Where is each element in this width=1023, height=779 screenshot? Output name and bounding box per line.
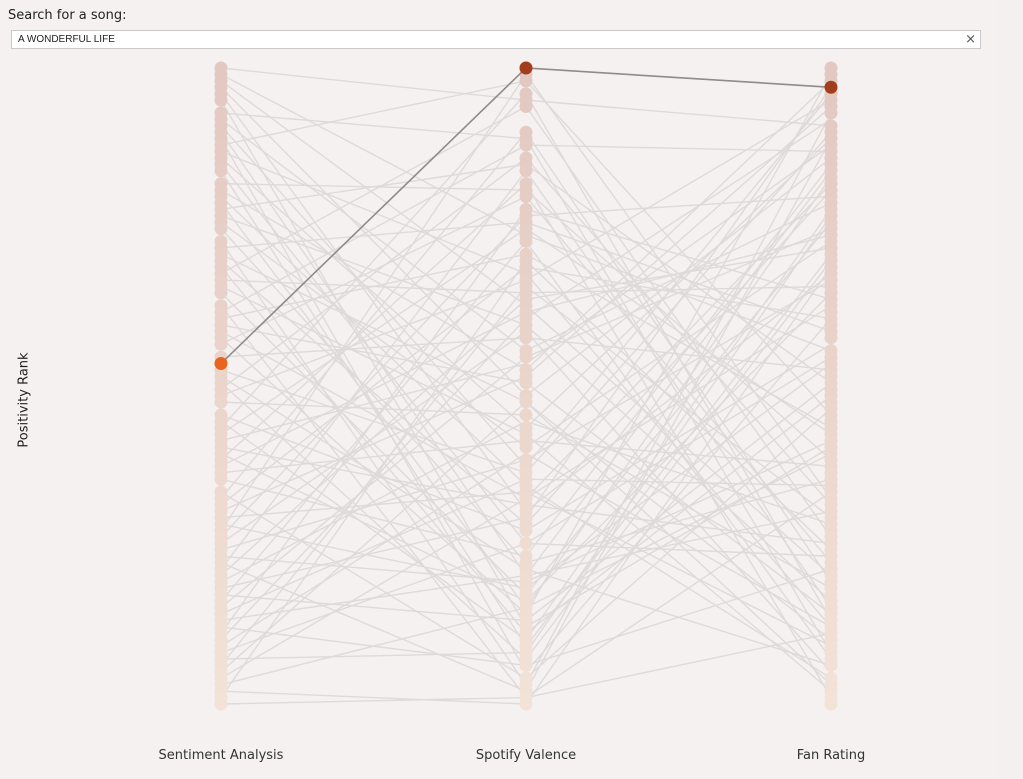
rank-point[interactable]	[824, 106, 838, 120]
rank-point[interactable]	[519, 74, 533, 88]
rank-point[interactable]	[519, 658, 533, 672]
axis-label-spotify: Spotify Valence	[475, 748, 577, 763]
rank-point[interactable]	[519, 524, 533, 538]
rank-point[interactable]	[214, 472, 228, 486]
rank-point[interactable]	[519, 138, 533, 152]
rank-point[interactable]	[214, 337, 228, 351]
rank-point[interactable]	[519, 331, 533, 345]
rank-point[interactable]	[519, 536, 533, 550]
highlighted-song	[214, 61, 838, 371]
rank-point[interactable]	[519, 350, 533, 364]
rank-point[interactable]	[214, 222, 228, 236]
search-box[interactable]: ×	[11, 30, 981, 49]
rank-point[interactable]	[519, 164, 533, 178]
rank-point[interactable]	[519, 189, 533, 203]
rank-point[interactable]	[519, 697, 533, 711]
rank-point[interactable]	[519, 100, 533, 114]
parallel-coordinates-chart	[214, 61, 838, 711]
search-label: Search for a song:	[8, 8, 127, 23]
rank-point[interactable]	[824, 658, 838, 672]
search-input[interactable]	[12, 31, 952, 48]
rank-point[interactable]	[519, 408, 533, 422]
rank-point[interactable]	[519, 234, 533, 248]
rank-points	[214, 61, 838, 711]
rank-point[interactable]	[519, 440, 533, 454]
highlighted-rank-point[interactable]	[824, 80, 838, 94]
rank-point[interactable]	[214, 697, 228, 711]
rank-point[interactable]	[214, 164, 228, 178]
rank-point[interactable]	[214, 93, 228, 107]
axis-label-sentiment: Sentiment Analysis	[158, 748, 284, 763]
rank-point[interactable]	[214, 286, 228, 300]
rank-point[interactable]	[214, 395, 228, 409]
highlighted-rank-point[interactable]	[214, 357, 228, 371]
clear-icon[interactable]: ×	[965, 32, 976, 47]
rank-point[interactable]	[824, 697, 838, 711]
axis-label-fan: Fan Rating	[796, 748, 866, 763]
rank-point[interactable]	[824, 331, 838, 345]
rank-point[interactable]	[519, 376, 533, 390]
highlighted-rank-point[interactable]	[519, 61, 533, 75]
rank-point[interactable]	[519, 395, 533, 409]
